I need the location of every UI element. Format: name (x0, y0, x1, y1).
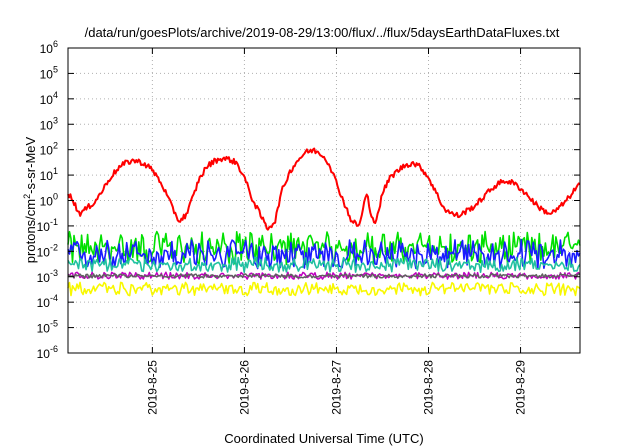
series-line (67, 273, 581, 279)
y-tick-label-exp: 3 (53, 115, 58, 125)
y-tick-label-base: 10 (40, 144, 54, 158)
grid (68, 48, 580, 353)
y-tick-label: 105 (40, 64, 58, 81)
y-tick-label-exp: -4 (50, 293, 58, 303)
chart-title: /data/run/goesPlots/archive/2019-08-29/1… (85, 25, 560, 40)
series-line (67, 256, 581, 274)
x-tick-label: 2019-8-25 (145, 360, 159, 415)
y-tick-label-base: 10 (40, 93, 54, 107)
y-tick-label-exp: 1 (53, 166, 58, 176)
y-tick-label: 10-1 (37, 217, 58, 234)
y-tick-label-base: 10 (37, 220, 51, 234)
y-tick-label-base: 10 (37, 245, 51, 259)
y-axis-label-sup: 2 (22, 194, 32, 199)
y-tick-label-exp: 6 (53, 39, 58, 49)
y-tick-label: 106 (40, 39, 58, 56)
y-tick-label: 104 (40, 90, 58, 107)
y-tick-label-exp: 5 (53, 64, 58, 74)
y-tick-label-exp: 0 (53, 192, 58, 202)
y-tick-label-base: 10 (37, 271, 51, 285)
y-axis-label-suffix: -s-sr-MeV (23, 136, 38, 193)
y-tick-label-exp: -1 (50, 217, 58, 227)
y-tick-label-base: 10 (37, 322, 51, 336)
x-tick-label: 2019-8-27 (329, 360, 343, 415)
y-tick-label-base: 10 (37, 347, 51, 361)
x-axis-label: Coordinated Universal Time (UTC) (224, 431, 423, 446)
y-tick-label: 10-5 (37, 319, 58, 336)
y-axis-label: protons/cm2-s-sr-MeV (22, 136, 38, 263)
y-tick-label: 102 (40, 141, 58, 158)
x-tick-label: 2019-8-28 (422, 360, 436, 415)
x-tick-labels: 2019-8-25 2019-8-26 2019-8-27 2019-8-28 2019… (145, 360, 527, 415)
y-tick-label-base: 10 (40, 118, 54, 132)
y-tick-label-base: 10 (40, 169, 54, 183)
y-tick-label: 10-2 (37, 242, 58, 259)
y-tick-label-exp: -6 (50, 344, 58, 354)
y-tick-labels: 10-610-510-410-310-210-11001011021031041… (37, 39, 58, 361)
y-tick-label-exp: -5 (50, 319, 58, 329)
y-tick-label-exp: 4 (53, 90, 58, 100)
y-axis-label-prefix: protons/cm (23, 199, 38, 263)
y-tick-label: 10-3 (37, 268, 58, 285)
series-line (67, 147, 581, 231)
y-tick-label-exp: -2 (50, 242, 58, 252)
x-tick-label: 2019-8-26 (237, 360, 251, 415)
y-tick-label-base: 10 (40, 195, 54, 209)
y-tick-label: 103 (40, 115, 58, 132)
series-line (67, 281, 581, 297)
y-tick-label: 10-4 (37, 293, 58, 310)
y-tick-label-exp: 2 (53, 141, 58, 151)
y-tick-label-exp: -3 (50, 268, 58, 278)
x-tick-label: 2019-8-29 (514, 360, 528, 415)
y-tick-label-base: 10 (37, 296, 51, 310)
series-layer (67, 147, 581, 297)
y-tick-label-base: 10 (40, 67, 54, 81)
y-tick-label-base: 10 (40, 42, 54, 56)
y-tick-label: 100 (40, 192, 58, 209)
tick-marks (68, 47, 580, 354)
y-tick-label: 101 (40, 166, 58, 183)
series-line (67, 230, 581, 266)
y-tick-label: 10-6 (37, 344, 58, 361)
